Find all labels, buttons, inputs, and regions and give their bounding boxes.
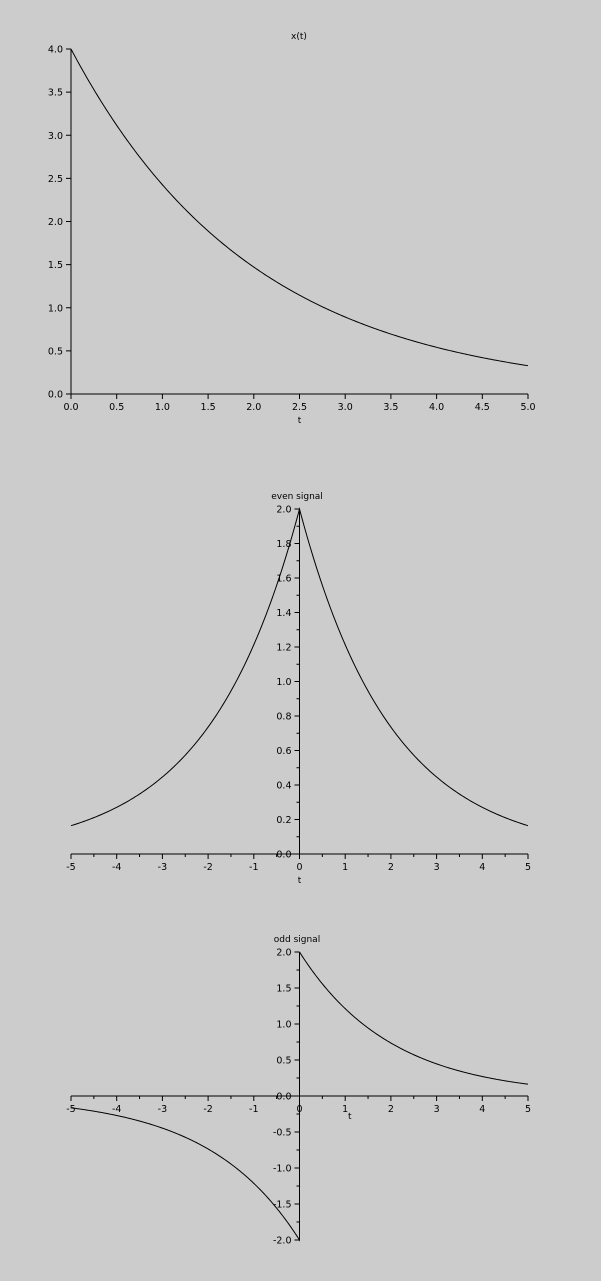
y-tick-label: 0.5	[48, 346, 63, 357]
x-axis-label: t	[298, 876, 302, 886]
y-tick-label: 1.2	[276, 643, 291, 654]
x-tick-label: 2.0	[246, 402, 261, 413]
y-tick-label: 0.0	[276, 850, 291, 861]
x-tick-label: 1	[342, 862, 348, 873]
y-tick-label: 0.5	[276, 1056, 291, 1067]
y-tick-label: 1.5	[276, 984, 291, 995]
y-tick-label: 2.5	[48, 174, 63, 185]
y-tick-label: -2.0	[273, 1236, 292, 1247]
y-tick-label: 1.0	[276, 1020, 291, 1031]
y-tick-label: 3.5	[48, 88, 63, 99]
y-tick-label: 1.6	[276, 574, 291, 585]
y-tick-label: 0.8	[276, 712, 291, 723]
x-tick-label: 5	[525, 1104, 531, 1115]
y-tick-label: 4.0	[48, 45, 63, 56]
y-tick-label: -1.5	[273, 1200, 292, 1211]
xt-curve	[70, 48, 529, 367]
x-tick-label: -4	[112, 862, 121, 873]
x-tick-label: -2	[203, 1104, 212, 1115]
y-tick-label: 1.5	[48, 260, 63, 271]
y-tick-label: 0.6	[276, 746, 291, 757]
chart-title: x(t)	[291, 32, 307, 42]
y-tick-label: 0.0	[48, 390, 63, 401]
x-tick-label: 1	[342, 1104, 348, 1115]
x-tick-label: 3.5	[383, 402, 398, 413]
x-tick-label: 4.5	[475, 402, 490, 413]
x-tick-label: -3	[158, 1104, 167, 1115]
x-tick-label: 3	[434, 862, 440, 873]
x-tick-label: 2	[388, 1104, 394, 1115]
chart-1: x(t) t 0.0 0.5 1.0 1.5 2.0 2.5 3.0 3.5 4.0 4.5 5.0 0.…	[48, 32, 536, 426]
y-tick-label: -1.0	[273, 1164, 292, 1175]
x-tick-label: -1	[249, 862, 258, 873]
chart-2: even signal t -5 -4 -3 -2 -1 0 1 2 3 4 5 0.0 0.2 0.4 0.6…	[66, 492, 531, 886]
y-tick-label: 1.8	[276, 539, 291, 550]
x-tick-label: -4	[112, 1104, 121, 1115]
x-tick-label: -5	[66, 862, 75, 873]
y-tick-label: 0.0	[276, 1092, 291, 1103]
x-tick-label: -3	[158, 862, 167, 873]
y-tick-label: 0.2	[276, 815, 291, 826]
chart-title: even signal	[271, 492, 323, 502]
x-axis-label: t	[298, 416, 302, 426]
x-tick-label: 1.0	[155, 402, 170, 413]
x-tick-label: 4.0	[429, 402, 444, 413]
x-tick-label: 4	[479, 1104, 485, 1115]
even-signal-curve	[70, 507, 529, 827]
x-tick-label: 2.5	[292, 402, 307, 413]
y-tick-label: 2.0	[276, 505, 291, 516]
x-tick-label: -1	[249, 1104, 258, 1115]
y-tick-label: 2.0	[276, 948, 291, 959]
x-tick-label: 3	[434, 1104, 440, 1115]
odd-signal-curve-positive	[299, 951, 529, 1085]
x-tick-label: 0	[296, 862, 302, 873]
x-tick-label: -5	[66, 1104, 75, 1115]
x-tick-label: 4	[479, 862, 485, 873]
x-tick-label: 2	[388, 862, 394, 873]
x-tick-label: 1.5	[201, 402, 216, 413]
x-tick-label: 3.0	[338, 402, 353, 413]
y-tick-label: 3.0	[48, 131, 63, 142]
y-tick-label: 1.4	[276, 608, 291, 619]
y-tick-label: 2.0	[48, 217, 63, 228]
y-tick-label: 1.0	[48, 303, 63, 314]
x-tick-label: 0.5	[109, 402, 124, 413]
y-tick-label: 0.4	[276, 781, 291, 792]
x-tick-label: 0.0	[63, 402, 78, 413]
x-tick-label: -2	[203, 862, 212, 873]
odd-signal-curve-negative	[70, 952, 300, 1242]
chart-title: odd signal	[274, 935, 320, 945]
x-tick-label: 5.0	[520, 402, 535, 413]
y-tick-label: 1.0	[276, 677, 291, 688]
x-axis-label: t	[348, 1112, 352, 1122]
y-tick-label: -0.5	[273, 1128, 292, 1139]
x-tick-label: 5	[525, 862, 531, 873]
